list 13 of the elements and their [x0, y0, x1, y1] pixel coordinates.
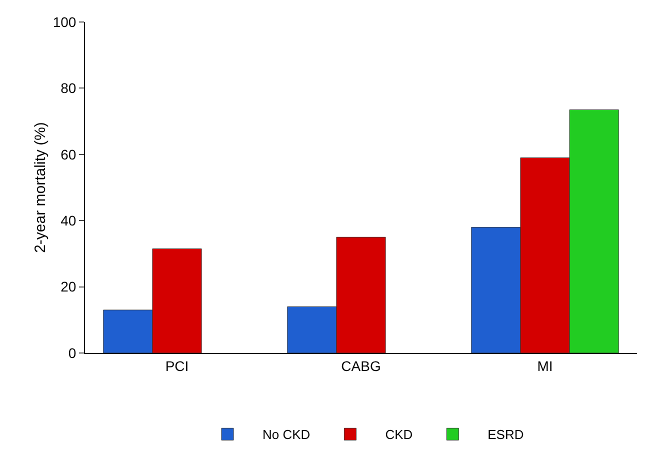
y-tick-label: 40 — [60, 212, 76, 228]
x-tick-label: CABG — [341, 358, 381, 374]
x-tick-label: PCI — [165, 358, 189, 374]
y-tick-label: 0 — [68, 344, 76, 361]
y-tick-label: 60 — [60, 146, 76, 162]
legend-label: No CKD — [262, 427, 310, 442]
y-axis-title: 2-year mortality (%) — [32, 122, 49, 253]
y-tick-label: 20 — [60, 278, 76, 295]
y-tick-label: 100 — [52, 14, 76, 30]
x-tick-label: MI — [537, 358, 553, 374]
legend-label: ESRD — [488, 427, 524, 442]
y-tick-label: 80 — [60, 80, 76, 96]
legend-label: CKD — [385, 427, 413, 442]
